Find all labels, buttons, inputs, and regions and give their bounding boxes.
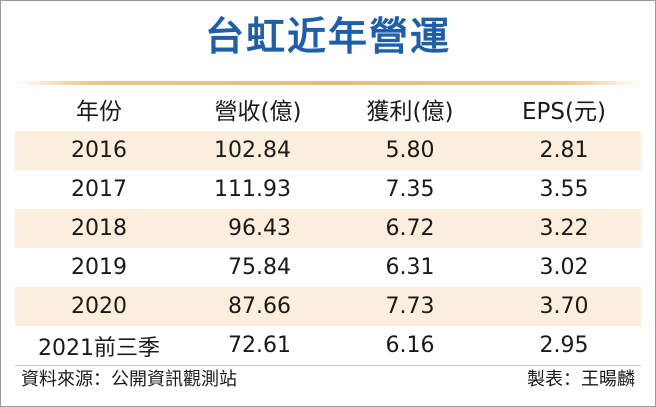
table-row: 2017 111.93 7.35 3.55	[15, 170, 641, 209]
column-header-eps: EPS(元)	[522, 99, 606, 125]
cell-year: 2021前三季	[15, 326, 183, 366]
table-row: 2019 75.84 6.31 3.02	[15, 248, 641, 287]
cell-revenue: 72.61	[183, 326, 333, 366]
cell-revenue: 96.43	[183, 209, 333, 248]
table-row: 2020 87.66 7.73 3.70	[15, 287, 641, 326]
source-note: 資料來源：公開資訊觀測站	[21, 369, 237, 390]
cell-eps: 2.95	[487, 326, 641, 366]
cell-year: 2016	[15, 131, 183, 170]
operations-table: 年份 營收(億) 獲利(億) EPS(元) 2016 102.84 5.80 2…	[15, 87, 641, 366]
cell-profit: 6.72	[333, 209, 487, 248]
table-row: 2018 96.43 6.72 3.22	[15, 209, 641, 248]
cell-revenue: 75.84	[228, 255, 291, 280]
cell-year: 2020	[15, 287, 183, 326]
cell-revenue: 102.84	[183, 131, 333, 170]
cell-eps: 3.22	[487, 209, 641, 248]
cell-eps: 3.70	[487, 287, 641, 326]
table-row: 2016 102.84 5.80 2.81	[15, 131, 641, 170]
column-header-profit: 獲利(億)	[366, 99, 454, 125]
cell-profit: 6.31	[385, 255, 435, 280]
page-title: 台虹近年營運	[204, 15, 451, 60]
cell-eps: 3.02	[539, 255, 589, 280]
column-header-year: 年份	[76, 99, 122, 125]
cell-eps: 3.55	[539, 177, 589, 202]
cell-eps: 2.81	[487, 131, 641, 170]
title-divider	[15, 81, 641, 85]
cell-year: 2017	[71, 177, 127, 202]
table-footer: 資料來源：公開資訊觀測站 製表：王暘麟	[15, 365, 641, 395]
cell-profit: 7.35	[385, 177, 435, 202]
cell-profit: 5.80	[333, 131, 487, 170]
table-row: 2021前三季 72.61 6.16 2.95	[15, 326, 641, 366]
cell-year: 2019	[71, 255, 127, 280]
cell-profit: 7.73	[333, 287, 487, 326]
header-row: 年份 營收(億) 獲利(億) EPS(元)	[15, 87, 641, 131]
cell-profit: 6.16	[333, 326, 487, 366]
column-header-revenue: 營收(億)	[214, 99, 302, 125]
author-credit: 製表：王暘麟	[527, 369, 635, 390]
cell-year: 2018	[15, 209, 183, 248]
cell-revenue: 87.66	[183, 287, 333, 326]
cell-revenue: 111.93	[214, 177, 291, 202]
